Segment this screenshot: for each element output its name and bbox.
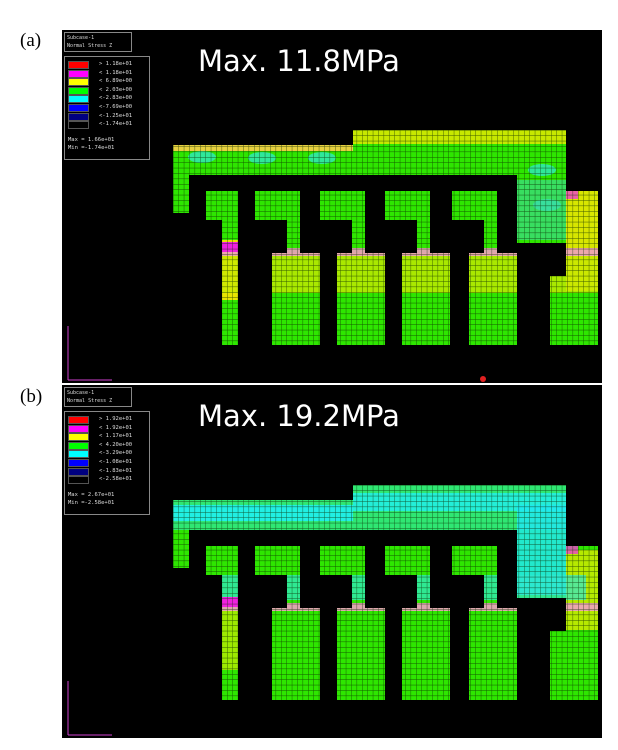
- legend-value: <-1.08e+01: [99, 459, 133, 465]
- panel-a-stress-plot: Subcase-1 Normal Stress Z > 1.18e+01 < 1.…: [62, 30, 602, 383]
- min-value: Min =-2.58e+01: [68, 500, 115, 506]
- max-value: Max = 2.67e+01: [68, 492, 115, 498]
- legend-value: <-3.29e+00: [99, 450, 133, 457]
- legend-value: <-1.74e+01: [99, 121, 133, 128]
- legend-swatch: [68, 69, 89, 78]
- legend-swatch: [68, 416, 89, 424]
- legend-value: <-2.58e+01: [99, 476, 133, 483]
- legend-swatch: [68, 95, 89, 104]
- node-marker: [480, 376, 486, 382]
- max-stress-annotation: Max. 19.2MPa: [198, 399, 400, 433]
- legend-swatch: [68, 86, 89, 95]
- legend-value: <-1.25e+01: [99, 112, 133, 119]
- legend-swatch: [68, 459, 89, 467]
- legend-swatch: [68, 61, 89, 69]
- legend-value: > 1.92e+01: [99, 416, 133, 422]
- mesh-contour: [67, 485, 598, 736]
- legend-value: <-7.69e+00: [99, 104, 133, 110]
- legend-swatch: [68, 121, 89, 130]
- legend-swatch: [68, 450, 89, 459]
- legend-swatch: [68, 467, 89, 476]
- legend-value: <-1.83e+01: [99, 467, 133, 474]
- subcase-label: Subcase-1: [67, 390, 95, 396]
- result-title-box: Subcase-1 Normal Stress Z: [64, 387, 132, 407]
- panel-a-label: (a): [20, 30, 42, 51]
- legend-value: <-2.83e+00: [99, 95, 133, 102]
- legend-swatch: [68, 424, 89, 433]
- result-title-box: Subcase-1 Normal Stress Z: [64, 32, 132, 52]
- color-legend: > 1.18e+01 < 1.18e+01 < 6.89e+00 < 2.03e+00…: [64, 56, 150, 160]
- mesh-contour: [67, 130, 598, 382]
- max-stress-annotation: Max. 11.8MPa: [198, 44, 400, 78]
- subcase-label: Subcase-1: [67, 35, 95, 41]
- color-legend: > 1.92e+01 < 1.92e+01 < 1.17e+01 < 4.20e+00…: [64, 411, 150, 515]
- legend-swatch: [68, 441, 89, 450]
- legend-value: < 1.92e+01: [99, 424, 133, 431]
- legend-value: < 2.03e+00: [99, 86, 133, 93]
- legend-swatch: [68, 476, 89, 485]
- legend-value: > 1.18e+01: [99, 61, 133, 67]
- legend-swatch: [68, 104, 89, 112]
- legend-value: < 4.20e+00: [99, 441, 133, 448]
- legend-swatch: [68, 78, 89, 87]
- result-type-label: Normal Stress Z: [67, 398, 113, 404]
- min-value: Min =-1.74e+01: [68, 145, 115, 151]
- panel-b-stress-plot: Subcase-1 Normal Stress Z > 1.92e+01 < 1.…: [62, 385, 602, 738]
- legend-swatch: [68, 433, 89, 442]
- max-value: Max = 1.66e+01: [68, 137, 115, 143]
- result-type-label: Normal Stress Z: [67, 43, 113, 49]
- legend-value: < 1.18e+01: [99, 69, 133, 76]
- legend-value: < 6.89e+00: [99, 78, 133, 85]
- legend-swatch: [68, 112, 89, 121]
- panel-b-label: (b): [20, 386, 43, 407]
- legend-value: < 1.17e+01: [99, 433, 133, 440]
